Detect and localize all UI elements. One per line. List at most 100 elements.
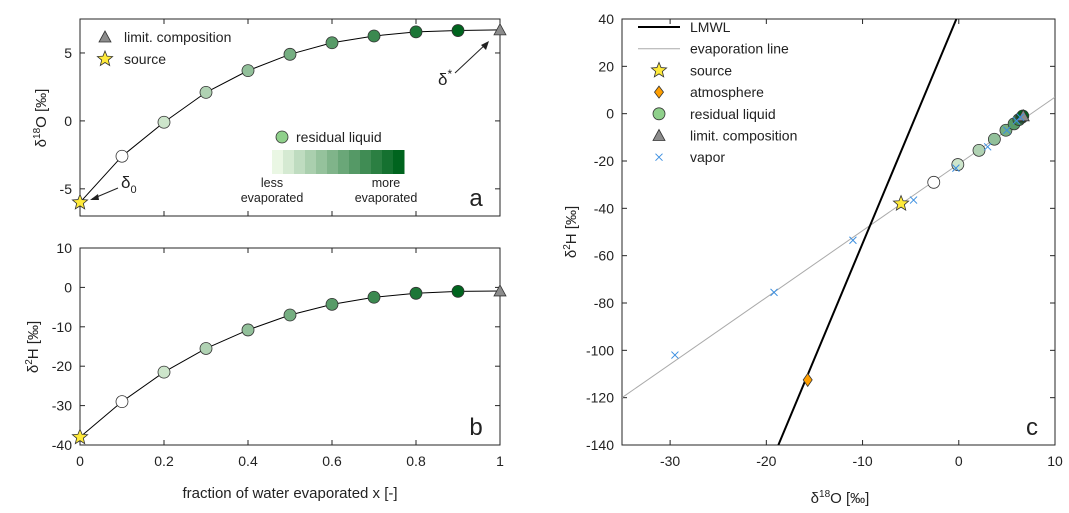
panel-b-xlabel: fraction of water evaporated x [-] (182, 485, 397, 502)
panel-b-xtick-label: 0.2 (154, 453, 174, 469)
panel-b-ytick-label: -30 (52, 398, 72, 414)
panel-a-residual-point (199, 85, 213, 99)
colorbar-swatch (272, 150, 284, 174)
colorbar-swatch (382, 150, 394, 174)
panel-b-frame (79, 247, 501, 446)
colorbar-swatch (360, 150, 372, 174)
panel-c-ytick-label: 0 (606, 106, 614, 122)
delta0-label: δ0 (121, 173, 137, 196)
panel-a: -5 0 5 δ18O [‰] a limit. composition sourc… (32, 18, 507, 217)
legend-star-marker (96, 49, 114, 67)
panel-c-ytick-label: 40 (598, 11, 614, 27)
legend-label-circle: residual liquid (690, 106, 776, 122)
panel-c-ytick-label: -20 (594, 153, 614, 169)
panel-c-ytick-label: -80 (594, 295, 614, 311)
panel-a-limit-point (493, 23, 507, 36)
panel-c-xtick-label: 10 (1047, 453, 1063, 469)
legend-atmosphere-swatch (654, 85, 664, 99)
panel-b-xtick-label: 0 (76, 453, 84, 469)
colorbar-swatch (338, 150, 350, 174)
panel-c-vapor-point (770, 288, 778, 297)
legend-source-swatch (650, 61, 668, 78)
legend-label-source: source (124, 51, 166, 67)
colorbar-swatch (371, 150, 383, 174)
colorbar-left-label-1: less (261, 176, 283, 190)
panel-b-residual-point (283, 308, 297, 322)
legend-label-star: source (690, 62, 732, 78)
legend-star-shape (96, 49, 114, 67)
evaporation-colorbar (272, 150, 405, 174)
legend-vapor-swatch (655, 153, 663, 162)
panel-b-ytick-label: 0 (64, 279, 72, 295)
panel-a-residual-point (367, 29, 381, 43)
colorbar-swatch (283, 150, 295, 174)
panel-b-xtick-label: 0.8 (406, 453, 426, 469)
panel-b-xtick-label: 1 (496, 453, 504, 469)
legend-label-limit: limit. composition (124, 29, 231, 45)
panel-c-ytick-label: -140 (586, 437, 614, 453)
panel-c-vapor-point (952, 164, 960, 172)
colorbar-right-label-1: more (372, 176, 401, 190)
panel-a-residual-point (451, 24, 465, 37)
panel-c-ylabel: δ2H [‰] (562, 206, 580, 258)
panel-b-residual-point (157, 365, 171, 379)
panel-c-vapor-point (849, 236, 857, 245)
deltastar-label: δ* (438, 67, 452, 89)
panel-c-atmosphere-point (802, 372, 813, 388)
panel-a-residual-point (157, 115, 171, 129)
panel-c-residual-point (927, 175, 941, 189)
panel-b-ylabel: δ2H [‰] (24, 321, 42, 373)
panel-c-vapor-point (909, 196, 918, 204)
panel-c-ytick-label: -60 (594, 248, 614, 264)
colorbar-swatch (327, 150, 339, 174)
panel-b-xtick-label: 0.4 (238, 453, 258, 469)
panel-c-xtick-label: -20 (756, 453, 776, 469)
panel-c-residual-point (951, 158, 965, 171)
panel-a-residual-point (409, 25, 423, 39)
panel-c-xtick-label: 0 (955, 453, 963, 469)
legend-limit-swatch (652, 128, 666, 141)
panel-c-vapor-point (671, 351, 679, 359)
legend-label-residual: residual liquid (296, 129, 382, 145)
panel-a-frame (79, 18, 501, 217)
colorbar-left-label-2: evaporated (241, 191, 304, 205)
panel-a-ytick-label: 5 (64, 45, 72, 61)
panel-c-frame (621, 18, 1056, 446)
panel-a-letter: a (469, 185, 483, 212)
panel-a-residual-point (325, 36, 339, 50)
legend-residual-swatch (652, 107, 666, 121)
panel-b-residual-point (199, 342, 213, 355)
panel-b-source-point (71, 428, 89, 445)
delta0-annotation: δ0 (90, 173, 137, 200)
panel-c-residual-point (972, 143, 986, 157)
panel-a-residual-point (283, 47, 297, 61)
colorbar-swatch (349, 150, 361, 174)
panel-c-vapor-point (983, 142, 992, 151)
panel-c-legend: LMWL evaporation line source atmosphere resi… (638, 19, 797, 165)
panel-b-residual-point (451, 284, 465, 298)
panel-b-ytick-label: -10 (52, 319, 72, 335)
panel-b-ytick-label: -20 (52, 358, 72, 374)
legend-triangle-marker (98, 30, 112, 43)
panel-c-xtick-label: -30 (660, 453, 680, 469)
panel-c-ytick-label: -100 (586, 342, 614, 358)
panel-c-ytick-label: -40 (594, 200, 614, 216)
legend-label-line-gray: evaporation line (690, 41, 789, 57)
panel-b-residual-point (367, 290, 381, 304)
panel-b-residual-point (409, 286, 423, 300)
panel-a-ytick-label: 0 (64, 113, 72, 129)
panel-a-residual-point (115, 149, 129, 163)
panel-c-ytick-label: -120 (586, 390, 614, 406)
panel-b-ytick-label: 10 (56, 240, 72, 256)
legend-label-triangle: limit. composition (690, 128, 797, 144)
legend-residual-marker (275, 130, 289, 144)
panel-c-source-point (892, 194, 910, 211)
residual-colorbar-legend: residual liquid less evaporated more eva… (241, 129, 418, 205)
colorbar-swatch (316, 150, 328, 174)
colorbar-swatch (294, 150, 306, 174)
panel-b-residual-point (115, 395, 129, 409)
panel-a-residual-point (241, 64, 255, 78)
